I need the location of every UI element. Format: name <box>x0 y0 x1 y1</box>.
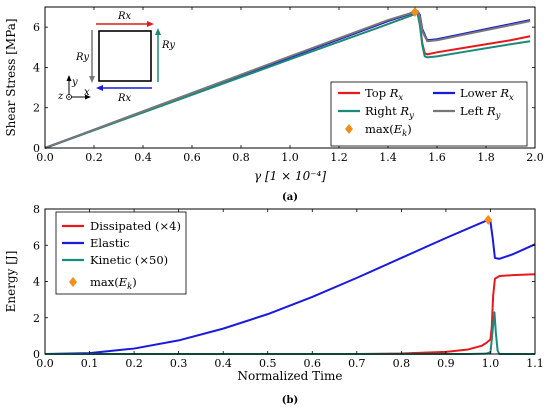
legend-label: Dissipated (×4) <box>90 219 181 233</box>
inset-top-label: Rx <box>117 11 132 22</box>
series-line-left-ry <box>44 10 531 149</box>
x-tick-label: 0.6 <box>183 151 201 164</box>
right-arrow-head <box>155 28 161 35</box>
triad-y-label: y <box>71 77 78 88</box>
top-arrow-head <box>147 21 154 27</box>
legend: Dissipated (×4) Elastic Kinetic (×50) max(E… <box>55 211 187 295</box>
y-tick-label: 2 <box>33 312 40 325</box>
bottom-arrow-head <box>96 85 103 91</box>
x-tick-label: 1.6 <box>428 151 446 164</box>
shear-stress-chart: 0.0 0.2 0.4 0.6 0.8 1.0 1.2 1.4 1.6 1.8 2.0 0 2 4 6 γ… <box>4 6 544 203</box>
triad-x-label: x <box>84 87 90 98</box>
x-tick-label: 0.4 <box>214 357 232 370</box>
legend-marker <box>345 124 353 134</box>
y-tick-label: 6 <box>33 239 40 252</box>
x-tick-label: 0.0 <box>36 357 54 370</box>
legend-label: Right Ry <box>365 104 414 121</box>
x-tick-label: 0.9 <box>437 357 455 370</box>
legend-label: Lower Rx <box>460 86 514 103</box>
specimen-square <box>98 30 152 82</box>
x-tick-label: 0.0 <box>36 151 54 164</box>
y-tick-label: 0 <box>33 142 40 155</box>
inset-right-label: Ry <box>161 40 175 51</box>
triad-z-dot <box>68 96 70 98</box>
x-tick-label: 1.0 <box>281 151 299 164</box>
y-tick-label: 2 <box>33 102 40 115</box>
left-arrow-head <box>89 76 95 83</box>
y-tick-label: 4 <box>33 276 40 289</box>
triad-y-head <box>66 75 72 81</box>
y-axis-label: Shear Stress [MPa] <box>4 18 18 136</box>
legend-label: Top Rx <box>365 86 403 103</box>
energy-chart: 0.0 0.1 0.2 0.3 0.4 0.5 0.6 0.7 0.8 0.9 1.0 1.1 0 2 4… <box>4 203 544 406</box>
legend-label: max(Ek) <box>365 122 412 139</box>
legend-label: Elastic <box>90 236 130 250</box>
y-tick-label: 4 <box>33 61 40 74</box>
legend-marker <box>69 277 77 287</box>
legend-label: Kinetic (×50) <box>90 253 168 267</box>
x-tick-label: 0.3 <box>170 357 188 370</box>
inset-bottom-label: Rx <box>117 93 132 104</box>
x-tick-label: 1.2 <box>330 151 348 164</box>
x-tick-label: 1.1 <box>526 357 544 370</box>
triad-z-label: z <box>57 91 64 102</box>
x-tick-label: 0.8 <box>232 151 250 164</box>
triad-x-head <box>85 94 91 100</box>
x-tick-label: 1.8 <box>477 151 495 164</box>
x-axis-label: Normalized Time <box>238 369 343 383</box>
y-tick-label: 6 <box>33 21 40 34</box>
x-tick-label: 0.2 <box>85 151 103 164</box>
x-tick-label: 0.1 <box>81 357 99 370</box>
max-ek-marker <box>484 214 493 225</box>
inset-left-label: Ry <box>75 52 89 63</box>
x-tick-label: 0.2 <box>125 357 143 370</box>
shear-diagram-inset: Rx Rx Ry Ry x y z <box>57 11 175 104</box>
x-axis-label: γ [1 × 10⁻⁴] <box>254 169 326 183</box>
y-tick-label: 0 <box>33 348 40 361</box>
series-line-right-ry <box>44 12 531 149</box>
x-tick-label: 2.0 <box>526 151 544 164</box>
x-tick-label: 1.4 <box>379 151 397 164</box>
legend-box <box>330 81 528 147</box>
caption-b: (b) <box>282 395 298 406</box>
series-line-kinetic-50- <box>45 311 535 355</box>
legend: Top Rx Lower Rx Right Ry Left Ry max(Ek) <box>330 81 528 147</box>
y-axis-label: Energy [J] <box>4 251 18 313</box>
x-tick-label: 0.6 <box>304 357 322 370</box>
legend-label: max(Ek) <box>90 275 137 292</box>
x-tick-label: 1.0 <box>482 357 500 370</box>
x-tick-label: 0.8 <box>393 357 411 370</box>
series-line-elastic <box>44 219 536 355</box>
max-ek-marker <box>410 7 419 18</box>
x-tick-label: 0.4 <box>134 151 152 164</box>
y-tick-label: 8 <box>33 203 40 216</box>
x-tick-label: 0.5 <box>259 357 277 370</box>
caption-a: (a) <box>282 192 298 203</box>
x-tick-label: 0.7 <box>348 357 366 370</box>
legend-label: Left Ry <box>460 104 501 121</box>
